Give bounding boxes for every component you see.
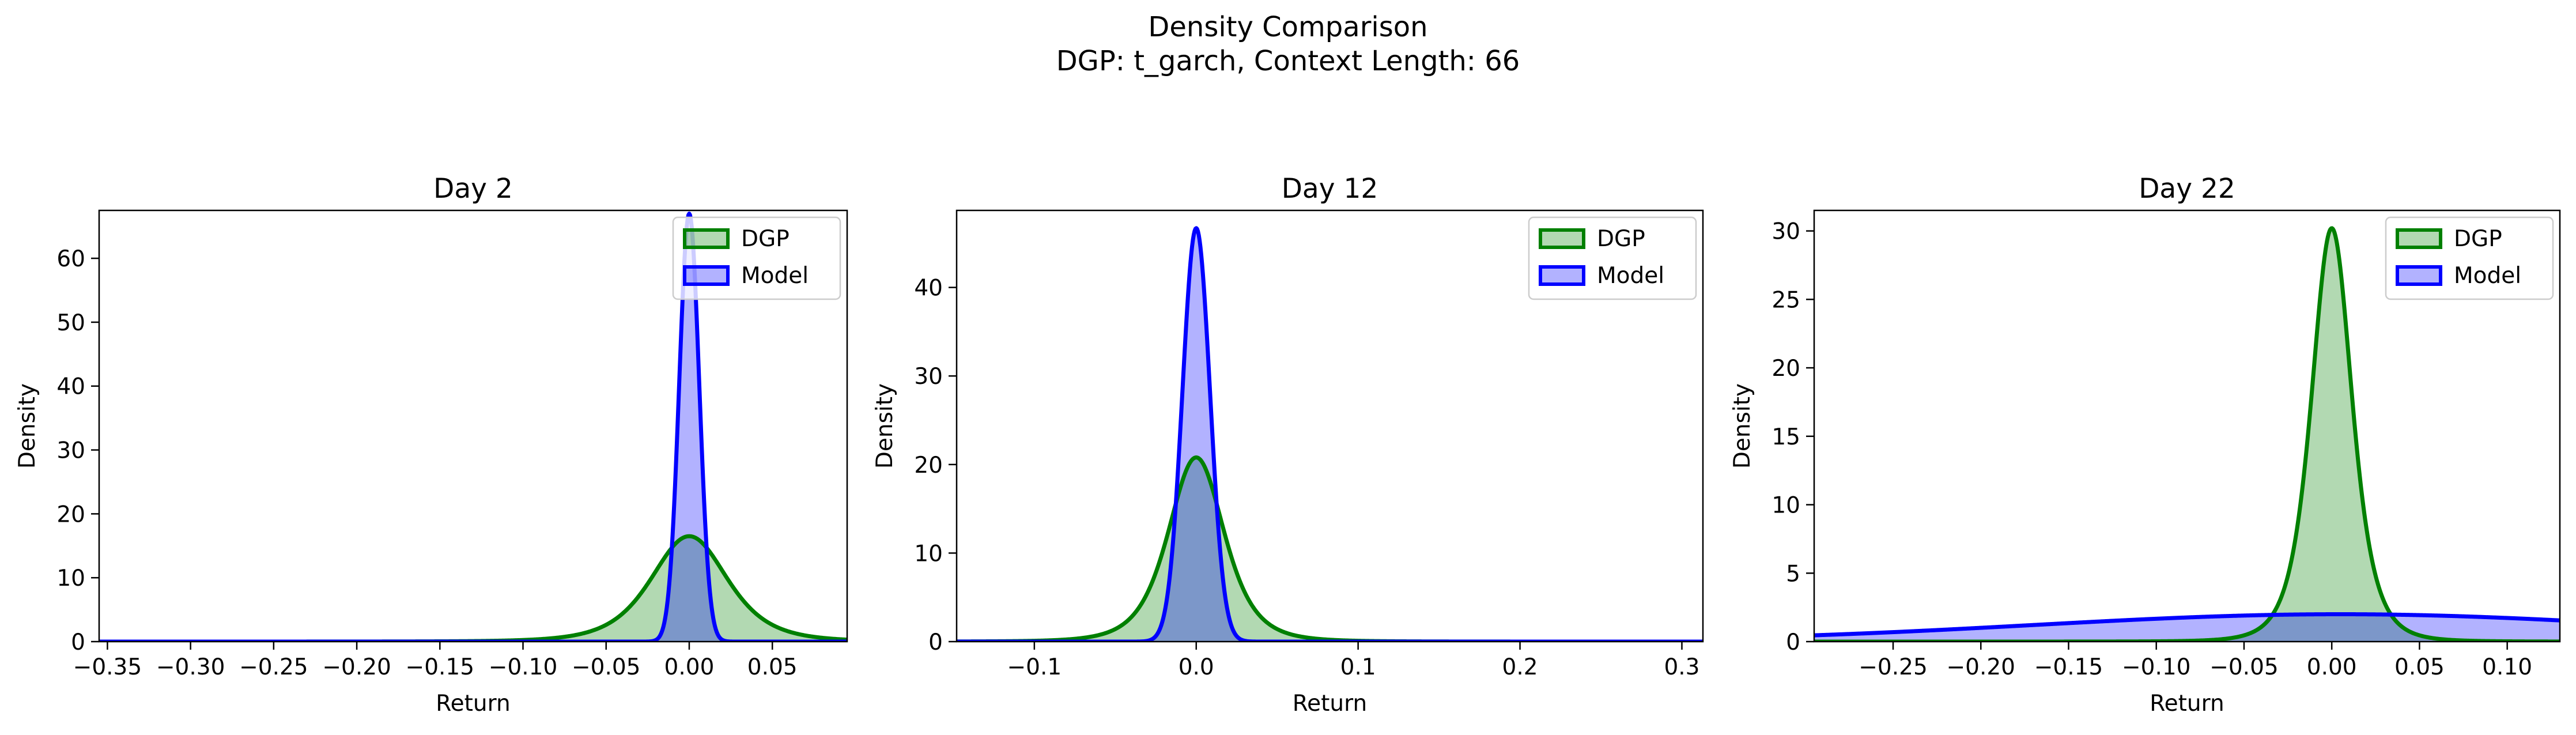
model-area xyxy=(1814,614,2560,642)
subplot-title: Day 22 xyxy=(2139,173,2235,205)
legend: DGP Model xyxy=(672,216,841,300)
x-tick-label: 0.2 xyxy=(1502,654,1538,680)
y-tick-label: 0 xyxy=(928,630,943,655)
x-tick-label: −0.10 xyxy=(2122,654,2191,680)
x-tick-label: 0.05 xyxy=(747,654,798,680)
y-tick-label: 60 xyxy=(56,246,85,272)
x-axis-label: Return xyxy=(436,691,510,717)
legend-box xyxy=(2385,216,2554,300)
x-tick-label: −0.20 xyxy=(1946,654,2015,680)
legend-box xyxy=(1528,216,1697,300)
legend: DGP Model xyxy=(2385,216,2554,300)
legend-swatch xyxy=(1539,228,1585,249)
axes-frame xyxy=(955,209,1704,643)
subplot-title: Day 2 xyxy=(433,173,513,205)
x-tick-label: −0.05 xyxy=(2209,654,2279,680)
y-axis-label: Density xyxy=(14,383,40,469)
y-tick-label: 40 xyxy=(56,374,85,400)
x-tick-label: −0.25 xyxy=(239,654,308,680)
y-axis-label: Density xyxy=(1729,383,1755,469)
y-tick-label: 15 xyxy=(1772,424,1800,450)
model-line xyxy=(99,212,847,642)
figure-subtitle: DGP: t_garch, Context Length: 66 xyxy=(1056,45,1520,77)
x-tick-label: 0.05 xyxy=(2394,654,2445,680)
dgp-area xyxy=(99,536,847,642)
legend-swatch xyxy=(2396,265,2442,286)
axes-frame xyxy=(98,209,848,643)
legend-box xyxy=(672,216,841,300)
x-axis-label: Return xyxy=(2150,691,2224,717)
x-tick-label: 0.00 xyxy=(664,654,715,680)
x-tick-label: 0.10 xyxy=(2482,654,2532,680)
figure-title: Density Comparison xyxy=(1148,11,1427,43)
legend-label: Model xyxy=(741,263,809,289)
y-tick-label: 10 xyxy=(56,566,85,591)
legend-swatch xyxy=(1539,265,1585,286)
legend-label: Model xyxy=(2454,263,2521,289)
x-tick-label: −0.10 xyxy=(489,654,558,680)
y-tick-label: 0 xyxy=(1786,630,1800,655)
x-tick-label: −0.1 xyxy=(1007,654,1062,680)
x-tick-label: 0.0 xyxy=(1179,654,1214,680)
subplot-1: −0.35 −0.30 −0.25 −0.20 −0.15 −0.10 −0.05 0.00 0… xyxy=(14,173,848,717)
x-axis-label: Return xyxy=(1293,691,1367,717)
x-tick-label: −0.35 xyxy=(73,654,142,680)
y-axis-label: Density xyxy=(872,383,898,469)
y-tick-label: 20 xyxy=(56,502,85,527)
x-tick-label: −0.30 xyxy=(156,654,225,680)
model-line xyxy=(1814,612,2560,638)
legend-swatch xyxy=(683,228,730,249)
legend: DGP Model xyxy=(1528,216,1697,300)
y-tick-label: 30 xyxy=(1772,219,1800,245)
legend-label: DGP xyxy=(2454,226,2502,252)
y-tick-label: 50 xyxy=(56,310,85,336)
legend-swatch xyxy=(683,265,730,286)
legend-label: DGP xyxy=(741,226,790,252)
dgp-area xyxy=(957,457,1703,642)
legend-label: DGP xyxy=(1597,226,1645,252)
x-tick-label: 0.00 xyxy=(2307,654,2357,680)
y-tick-label: 30 xyxy=(56,438,85,464)
y-tick-label: 10 xyxy=(1772,493,1800,519)
model-area xyxy=(99,213,847,642)
subplot-3: −0.25 −0.20 −0.15 −0.10 −0.05 0.00 0.05 0.10 0 5 1… xyxy=(1729,173,2561,717)
legend-swatch xyxy=(2396,228,2442,249)
x-tick-label: −0.15 xyxy=(406,654,475,680)
x-tick-label: 0.1 xyxy=(1340,654,1376,680)
subplots: −0.35 −0.30 −0.25 −0.20 −0.15 −0.10 −0.05 0.00 0… xyxy=(14,173,2561,717)
x-tick-label: −0.15 xyxy=(2034,654,2103,680)
y-tick-label: 30 xyxy=(914,364,943,390)
legend-label: Model xyxy=(1597,263,1664,289)
subplot-title: Day 12 xyxy=(1282,173,1378,205)
x-tick-label: −0.20 xyxy=(322,654,391,680)
dgp-line xyxy=(957,455,1703,642)
y-tick-label: 5 xyxy=(1786,561,1800,587)
y-tick-label: 20 xyxy=(914,453,943,478)
y-tick-label: 20 xyxy=(1772,356,1800,382)
y-tick-label: 10 xyxy=(914,541,943,567)
x-tick-label: 0.3 xyxy=(1664,654,1699,680)
y-tick-label: 25 xyxy=(1772,287,1800,313)
axes-frame xyxy=(1813,209,2561,643)
y-tick-label: 0 xyxy=(71,630,85,655)
subplot-2: −0.1 0.0 0.1 0.2 0.3 0 10 20 30 40 Day 12 Return Den… xyxy=(872,173,1704,717)
x-tick-label: −0.25 xyxy=(1859,654,1928,680)
x-tick-label: −0.05 xyxy=(572,654,641,680)
y-tick-label: 40 xyxy=(914,276,943,301)
